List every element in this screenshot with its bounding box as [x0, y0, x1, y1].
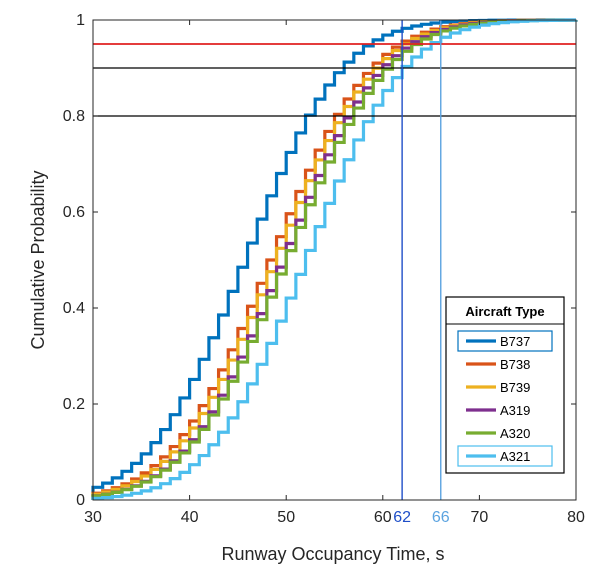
y-tick-label: 0.6 [63, 204, 85, 221]
x-tick-label: 30 [84, 509, 102, 526]
reference-lines: 62 66 [93, 20, 576, 526]
legend-label-b738: B738 [500, 357, 530, 372]
legend-highlight-a321 [457, 445, 553, 467]
y-tick-label: 0.4 [63, 300, 85, 317]
x-axis-title: Runway Occupancy Time, s [221, 544, 444, 564]
y-axis-title: Cumulative Probability [28, 170, 48, 349]
reference-vline-label-66: 66 [432, 509, 450, 526]
x-tick-label: 70 [471, 509, 489, 526]
y-tick-label: 0.2 [63, 396, 85, 413]
legend-title: Aircraft Type [465, 304, 544, 319]
legend-label-a319: A319 [500, 403, 530, 418]
x-tick-label: 40 [181, 509, 199, 526]
x-tick-label: 80 [567, 509, 585, 526]
y-tick-label: 1 [76, 12, 85, 29]
series-layer [91, 18, 578, 500]
x-tick-label: 50 [277, 509, 295, 526]
y-tick-label: 0.8 [63, 108, 85, 125]
axes: 30 40 50 60 70 80 0 0.2 0.4 0.6 0.8 1 [63, 12, 585, 526]
series-line-a321 [91, 18, 578, 500]
legend-label-b739: B739 [500, 380, 530, 395]
axes-frame [92, 19, 577, 501]
reference-vline-label-62: 62 [393, 509, 411, 526]
legend-box [445, 296, 565, 474]
x-tick-label: 60 [374, 509, 392, 526]
legend-highlight-b737 [457, 330, 553, 352]
legend-label-a320: A320 [500, 426, 530, 441]
legend-label-a321: A321 [500, 449, 530, 464]
y-tick-label: 0 [76, 492, 85, 509]
legend: Aircraft Type B737 B738 B739 A319 A320 A321 [445, 296, 565, 474]
legend-label-b737: B737 [500, 334, 530, 349]
